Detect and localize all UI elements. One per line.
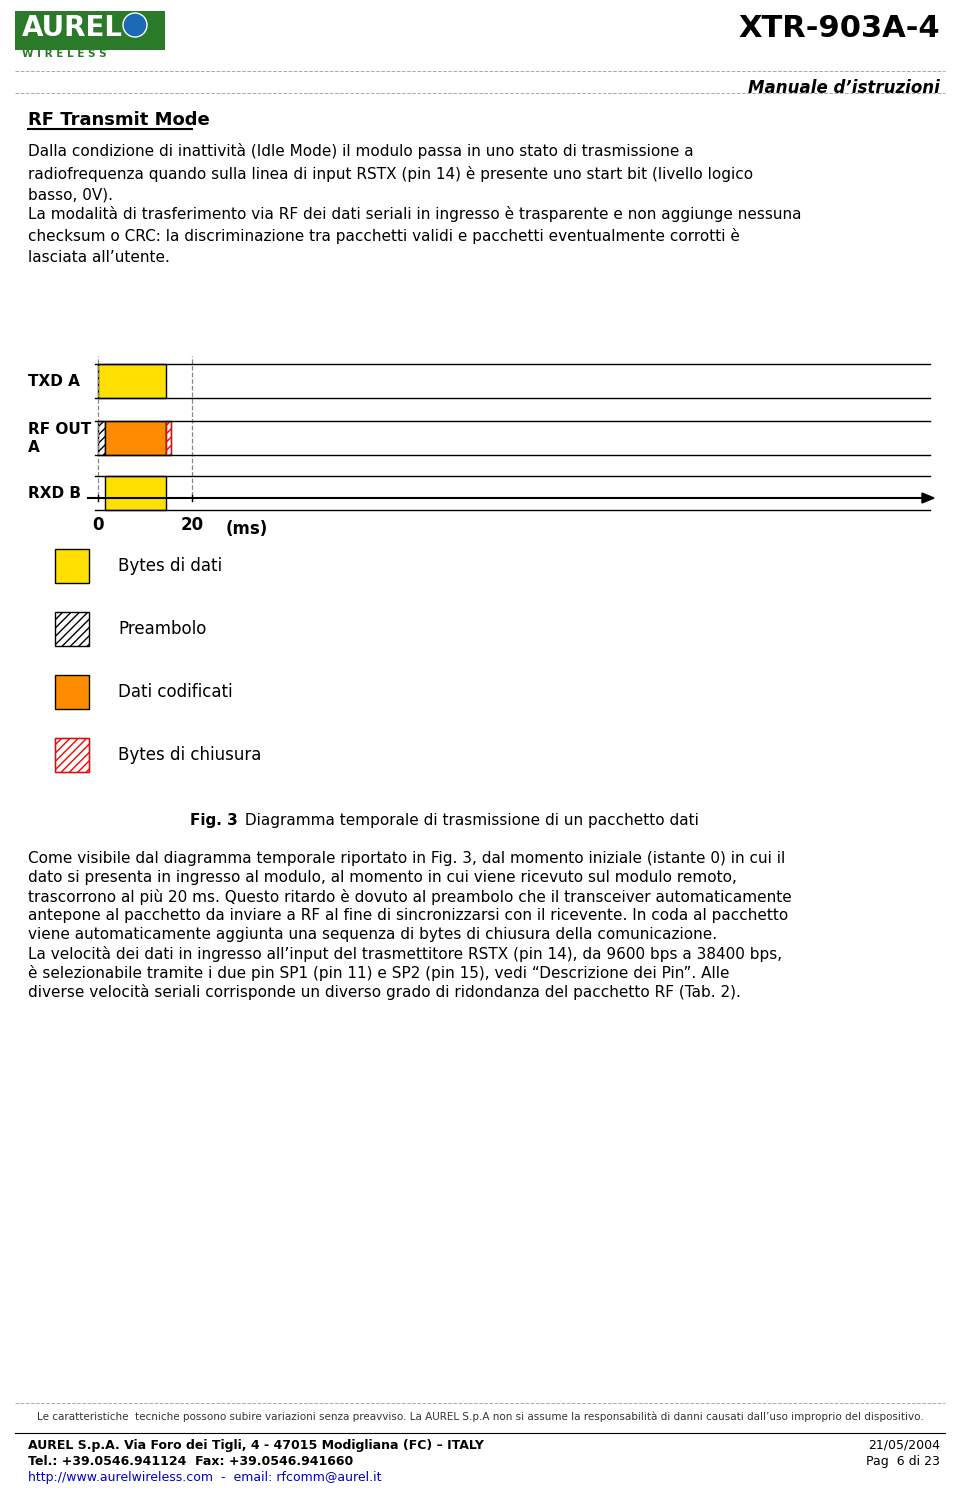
Bar: [105, 420, 166, 455]
Text: antepone al pacchetto da inviare a RF al fine di sincronizzarsi con il ricevente: antepone al pacchetto da inviare a RF al…: [28, 908, 788, 923]
Text: 21/05/2004: 21/05/2004: [868, 1439, 940, 1451]
Text: trascorrono al più 20 ms. Questo ritardo è dovuto al preambolo che il transceive: trascorrono al più 20 ms. Questo ritardo…: [28, 889, 792, 905]
Bar: [98, 420, 105, 455]
Bar: [55, 675, 89, 708]
Text: Dalla condizione di inattività (Idle Mode) il modulo passa in uno stato di trasm: Dalla condizione di inattività (Idle Mod…: [28, 143, 754, 203]
Circle shape: [123, 14, 147, 38]
Text: RXD B: RXD B: [28, 485, 81, 500]
Text: Dati codificati: Dati codificati: [118, 683, 232, 701]
Bar: [105, 476, 166, 510]
Text: diverse velocità seriali corrisponde un diverso grado di ridondanza del pacchett: diverse velocità seriali corrisponde un …: [28, 985, 741, 1000]
Bar: [98, 365, 166, 398]
Bar: [15, 11, 165, 66]
Text: 20: 20: [180, 516, 204, 534]
Bar: [55, 738, 89, 772]
Text: Le caratteristiche  tecniche possono subire variazioni senza preavviso. La AUREL: Le caratteristiche tecniche possono subi…: [36, 1411, 924, 1421]
Text: (ms): (ms): [226, 519, 268, 537]
Text: Come visibile dal diagramma temporale riportato in Fig. 3, dal momento iniziale : Come visibile dal diagramma temporale ri…: [28, 851, 785, 866]
Text: è selezionabile tramite i due pin SP1 (pin 11) e SP2 (pin 15), vedi “Descrizione: è selezionabile tramite i due pin SP1 (p…: [28, 965, 730, 982]
Bar: [55, 738, 89, 772]
Text: La velocità dei dati in ingresso all’input del trasmettitore RSTX (pin 14), da 9: La velocità dei dati in ingresso all’inp…: [28, 946, 782, 962]
Polygon shape: [922, 492, 934, 503]
Text: dato si presenta in ingresso al modulo, al momento in cui viene ricevuto sul mod: dato si presenta in ingresso al modulo, …: [28, 871, 737, 886]
Text: viene automaticamente aggiunta una sequenza di bytes di chiusura della comunicaz: viene automaticamente aggiunta una seque…: [28, 928, 717, 943]
Text: A: A: [28, 440, 39, 455]
Bar: [166, 420, 171, 455]
Text: La modalità di trasferimento via RF dei dati seriali in ingresso è trasparente e: La modalità di trasferimento via RF dei …: [28, 206, 802, 266]
Text: Bytes di chiusura: Bytes di chiusura: [118, 746, 261, 764]
Text: TXD A: TXD A: [28, 374, 80, 389]
Text: AUREL: AUREL: [22, 14, 123, 42]
Text: Bytes di dati: Bytes di dati: [118, 557, 222, 575]
Text: Preambolo: Preambolo: [118, 620, 206, 638]
Text: RF Transmit Mode: RF Transmit Mode: [28, 111, 209, 129]
Text: AUREL S.p.A. Via Foro dei Tigli, 4 - 47015 Modigliana (FC) – ITALY: AUREL S.p.A. Via Foro dei Tigli, 4 - 470…: [28, 1439, 484, 1451]
Text: Fig. 3: Fig. 3: [190, 814, 238, 829]
Text: http://www.aurelwireless.com  -  email: rfcomm@aurel.it: http://www.aurelwireless.com - email: rf…: [28, 1471, 381, 1484]
Text: W I R E L E S S: W I R E L E S S: [22, 50, 107, 59]
Text: 0: 0: [92, 516, 104, 534]
Text: Tel.: +39.0546.941124  Fax: +39.0546.941660: Tel.: +39.0546.941124 Fax: +39.0546.9416…: [28, 1454, 353, 1468]
Text: Pag  6 di 23: Pag 6 di 23: [866, 1454, 940, 1468]
Bar: [55, 612, 89, 645]
Bar: [166, 420, 171, 455]
Text: Manuale d’istruzioni: Manuale d’istruzioni: [748, 80, 940, 98]
Text: XTR-903A-4: XTR-903A-4: [738, 14, 940, 44]
Bar: [15, 50, 165, 66]
Text: RF OUT: RF OUT: [28, 422, 91, 437]
Text: :  Diagramma temporale di trasmissione di un pacchetto dati: : Diagramma temporale di trasmissione di…: [230, 814, 699, 829]
Bar: [55, 549, 89, 582]
